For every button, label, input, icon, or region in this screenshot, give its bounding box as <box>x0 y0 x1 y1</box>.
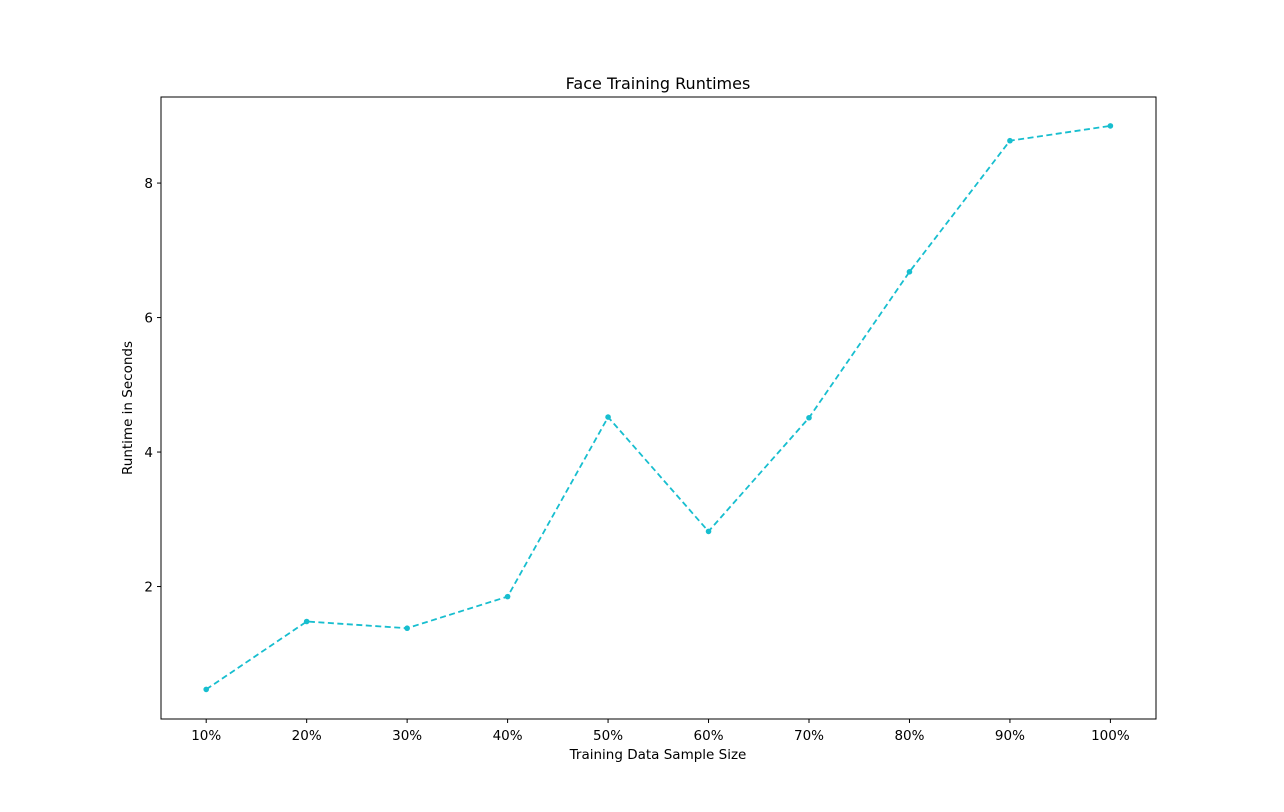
x-tick-label: 40% <box>493 728 523 744</box>
x-axis: 10% 20% 30% 40% 50% 60% 70% 80% 90% 100% <box>191 719 1130 744</box>
data-point <box>303 618 310 625</box>
y-axis-label: Runtime in Seconds <box>120 341 136 475</box>
series-points <box>203 123 1114 693</box>
x-tick-label: 30% <box>392 728 422 744</box>
y-tick-label: 2 <box>144 580 153 596</box>
data-point <box>1107 123 1114 129</box>
data-point <box>404 625 410 632</box>
chart-title: Face Training Runtimes <box>566 74 751 93</box>
y-axis: 2 4 6 8 <box>144 176 161 596</box>
series-line <box>205 125 1111 691</box>
x-tick-label: 100% <box>1091 728 1130 744</box>
y-tick-label: 4 <box>144 445 153 461</box>
x-tick-label: 80% <box>894 728 924 744</box>
data-point <box>705 528 712 535</box>
plot-frame <box>160 96 1157 720</box>
x-tick-label: 20% <box>292 728 322 744</box>
y-tick-label: 8 <box>144 176 153 192</box>
x-axis-label: Training Data Sample Size <box>569 747 747 763</box>
x-tick-label: 10% <box>191 728 221 744</box>
data-point <box>504 593 511 600</box>
x-tick-label: 90% <box>995 728 1025 744</box>
data-point <box>906 269 913 275</box>
data-point <box>605 414 611 420</box>
data-point <box>806 414 812 421</box>
x-tick-label: 70% <box>794 728 824 744</box>
x-tick-label: 60% <box>694 728 724 744</box>
data-point <box>1007 137 1013 144</box>
x-tick-label: 50% <box>593 728 623 744</box>
data-point <box>203 686 209 693</box>
y-tick-label: 6 <box>144 311 153 327</box>
